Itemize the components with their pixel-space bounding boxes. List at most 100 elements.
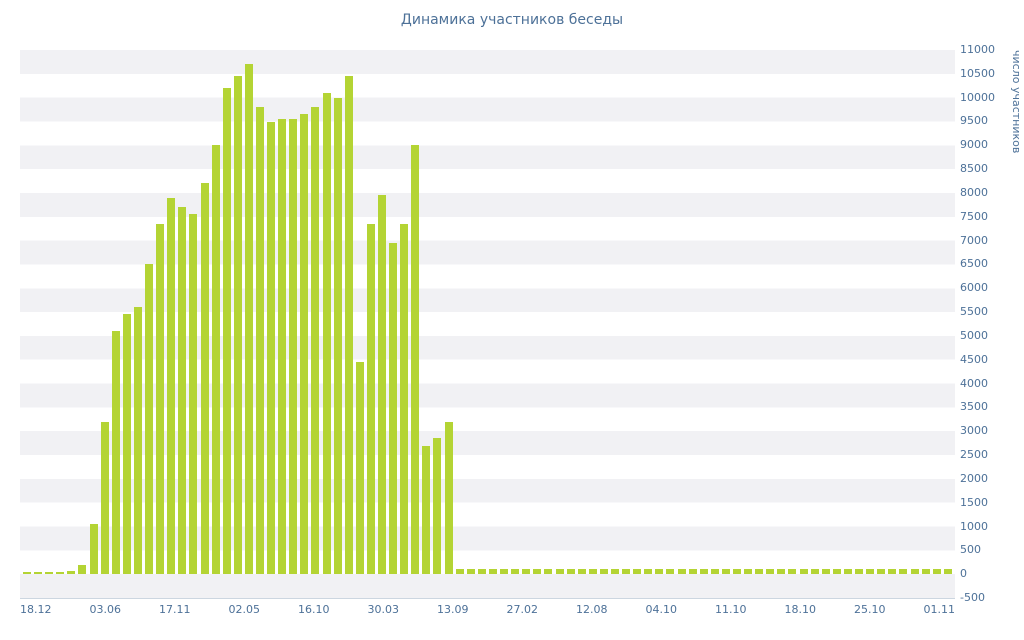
y-axis-tick-labels: 11000 10500 10000 9500 9000 8500 8000 7500 7000 6… (960, 44, 1004, 604)
bars-container (23, 50, 952, 575)
bar (366, 223, 375, 575)
bar (877, 569, 886, 575)
bar (322, 92, 331, 575)
bar (122, 314, 131, 575)
bar (866, 569, 875, 575)
bar (444, 421, 453, 575)
bar (111, 331, 120, 575)
bar (89, 524, 98, 575)
bar (34, 572, 43, 575)
bar (455, 569, 464, 575)
bar (300, 114, 309, 575)
y-tick-label: 10500 (960, 66, 995, 80)
bar (178, 207, 187, 575)
bar (167, 197, 176, 575)
bar (888, 569, 897, 575)
x-tick-label: 11.10 (715, 603, 747, 616)
bar (133, 307, 142, 575)
bar (311, 107, 320, 575)
bar (832, 569, 841, 575)
y-tick-label: 0 (960, 567, 967, 581)
bar (233, 76, 242, 575)
bar (477, 569, 486, 575)
bar (156, 223, 165, 575)
bar (855, 569, 864, 575)
bar (145, 264, 154, 575)
bar (411, 145, 420, 575)
x-tick-label: 16.10 (298, 603, 330, 616)
bar (899, 569, 908, 575)
bar (733, 569, 741, 575)
bar (710, 569, 719, 575)
bar (655, 569, 664, 575)
y-tick-label: 9000 (960, 138, 988, 152)
bar (821, 569, 830, 575)
bar (799, 569, 808, 575)
x-tick-label: 18.12 (20, 603, 52, 616)
bar (255, 107, 264, 575)
y-tick-label: 1500 (960, 495, 988, 509)
y-tick-label: 2000 (960, 471, 988, 485)
bar (777, 569, 786, 575)
x-axis-tick-labels: 18.12 03.06 17.11 02.05 16.10 30.03 13.09 27.02… (20, 603, 955, 616)
bar (533, 569, 542, 575)
bar (56, 572, 65, 575)
bar (488, 569, 497, 575)
y-tick-label: 6000 (960, 281, 988, 295)
y-tick-label: 1000 (960, 519, 988, 533)
y-axis-title: число участников (1010, 50, 1023, 154)
bar (843, 569, 852, 575)
bar (522, 569, 531, 575)
bar (222, 88, 231, 575)
bar (211, 145, 220, 575)
y-tick-label: 500 (960, 543, 981, 557)
bar (378, 195, 386, 575)
y-tick-label: 4500 (960, 352, 988, 366)
x-tick-label: 01.11 (923, 603, 956, 616)
bar (943, 569, 952, 575)
x-tick-label: 12.08 (576, 603, 608, 616)
y-tick-label: 2500 (960, 448, 988, 462)
y-tick-label: 8500 (960, 162, 988, 176)
bar (78, 564, 87, 575)
bar (289, 119, 298, 575)
bar (644, 569, 653, 575)
bar (544, 569, 553, 575)
x-tick-label: 04.10 (645, 603, 678, 616)
bar (810, 569, 819, 575)
bar (333, 97, 342, 575)
bar (45, 572, 54, 575)
bar (932, 569, 941, 575)
x-tick-label: 25.10 (854, 603, 886, 616)
y-tick-label: 8000 (960, 185, 988, 199)
bar (355, 362, 364, 575)
x-tick-label: 30.03 (367, 603, 400, 616)
bar (677, 569, 686, 575)
bar (577, 569, 586, 575)
y-tick-label: 7500 (960, 209, 988, 223)
x-tick-label: 13.09 (437, 603, 469, 616)
bar (244, 64, 253, 575)
bar (278, 119, 287, 575)
chart-title: Динамика участников беседы (400, 12, 624, 28)
y-tick-label: 9500 (960, 114, 988, 128)
bar (910, 569, 919, 575)
y-tick-label: 3500 (960, 400, 988, 414)
y-tick-label: 4000 (960, 376, 988, 390)
bar (189, 214, 198, 575)
y-tick-label: 5500 (960, 305, 988, 319)
x-tick-label: 17.11 (159, 603, 191, 616)
bar (400, 223, 409, 575)
y-tick-label: 3000 (960, 424, 988, 438)
bar (921, 569, 930, 575)
bar (588, 569, 597, 575)
bar (466, 569, 475, 575)
x-tick-label: 02.05 (228, 603, 261, 616)
bar (766, 569, 775, 575)
x-tick-label: 18.10 (784, 603, 817, 616)
bar (610, 569, 619, 575)
bar (788, 569, 797, 575)
bar (267, 121, 276, 575)
y-tick-label: -500 (960, 591, 985, 604)
